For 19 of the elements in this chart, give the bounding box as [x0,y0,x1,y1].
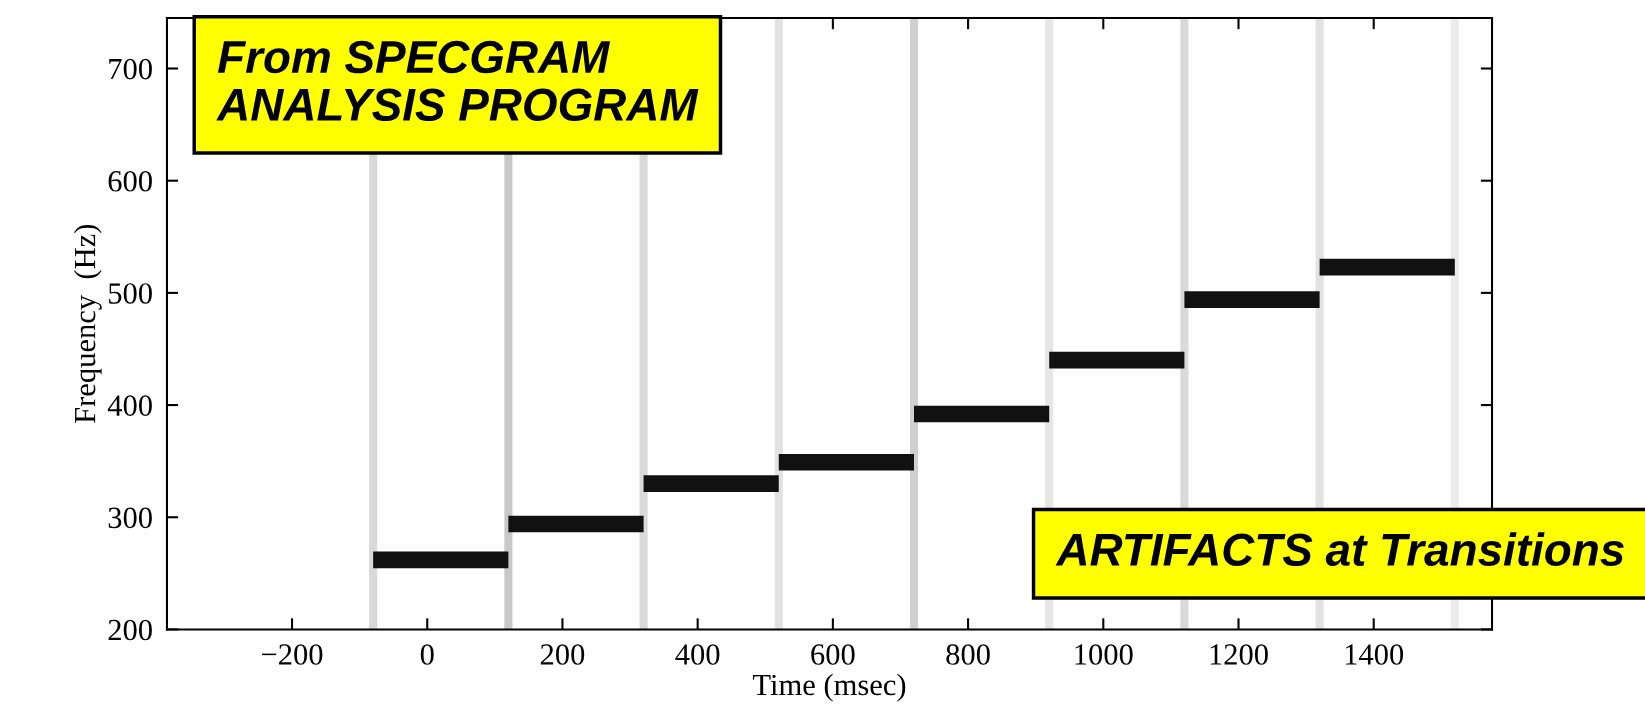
x-tick-label: 1000 [1075,644,1133,665]
x-axis-title: Time (msec) [752,673,906,702]
y-tick-label: 400 [107,395,152,416]
y-tick-label: 600 [108,170,152,192]
x-tick-label: −200 [262,644,323,665]
y-tick-label: 300 [108,507,152,529]
x-tick-label: 200 [540,644,585,665]
y-tick-label: 200 [108,619,152,641]
x-tick-label: 600 [811,644,855,665]
annotation: From SPECGRAM ANALYSIS PROGRAM [216,40,699,122]
y-tick-label: 500 [109,283,152,304]
annotation: ARTIFACTS at Transitions [1055,532,1624,567]
x-tick-label: 400 [675,644,720,665]
y-axis-title: Frequency (Hz) [73,224,102,423]
x-tick-label: 1400 [1345,644,1404,665]
x-tick-label: 800 [946,644,990,665]
y-tick-label: 700 [109,58,152,80]
x-tick-label: 1200 [1210,644,1268,665]
x-tick-label: 0 [420,644,434,665]
